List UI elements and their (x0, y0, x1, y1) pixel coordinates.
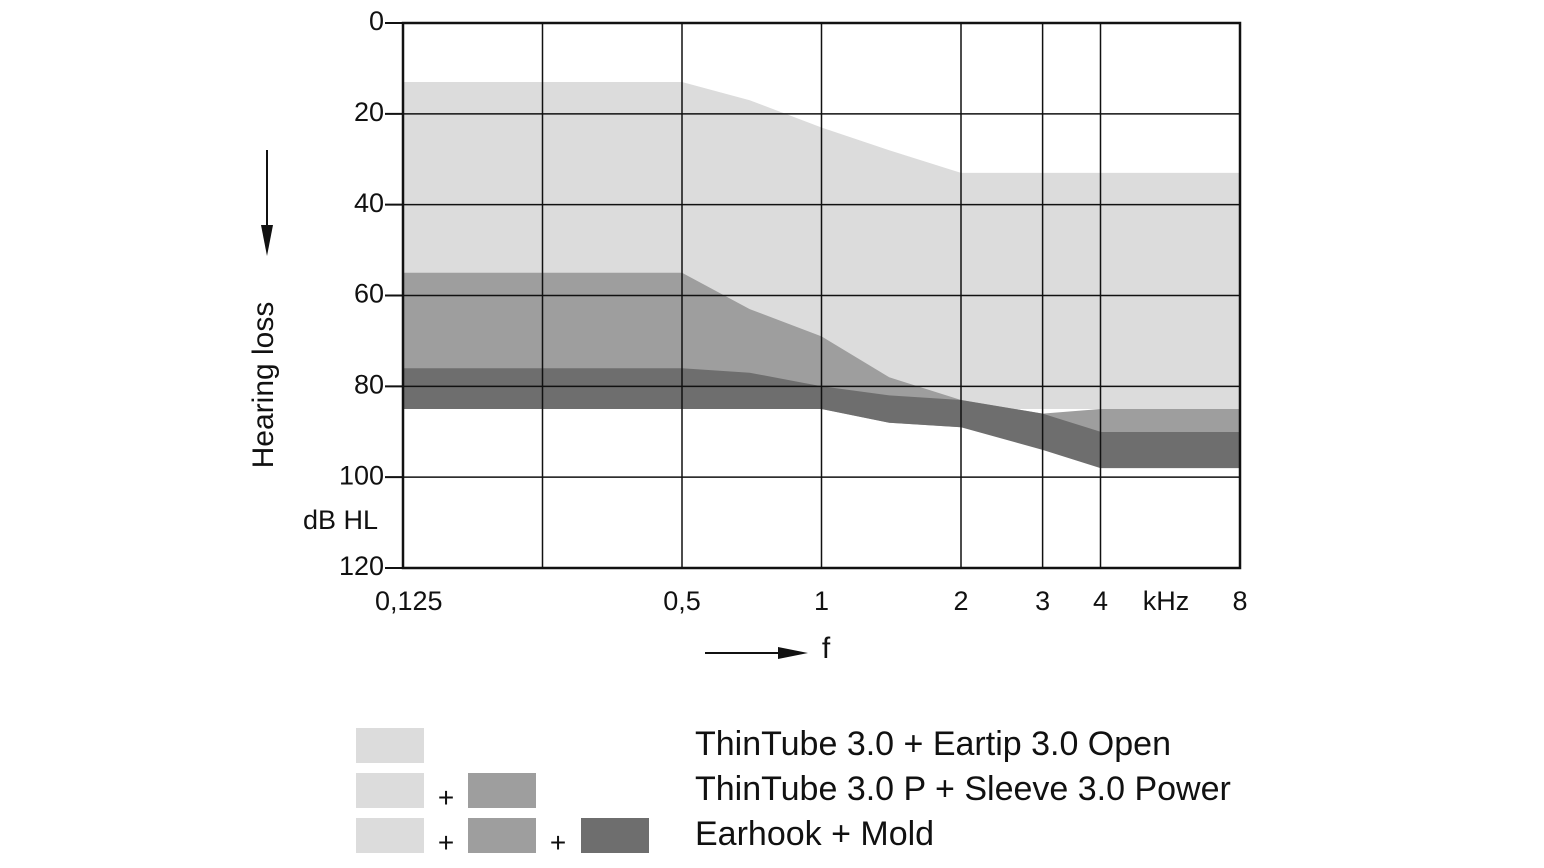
legend-joiner: + (438, 827, 454, 858)
legend-joiner: + (550, 827, 566, 858)
y-tick-label: 100 (339, 460, 384, 490)
legend: ThinTube 3.0 + Eartip 3.0 Open + ThinTube … (356, 725, 1231, 858)
y-tick-label: 80 (354, 369, 384, 399)
y-tick-label: 40 (354, 188, 384, 218)
y-unit: dB HL (303, 505, 378, 535)
x-tick-label: 3 (1035, 586, 1050, 616)
y-tick-label: 120 (339, 551, 384, 581)
legend-swatch (356, 818, 424, 853)
x-unit: kHz (1143, 586, 1190, 616)
legend-label: ThinTube 3.0 + Eartip 3.0 Open (695, 725, 1171, 763)
grid: 0 20 40 60 80 100 120 0,125 0,5 1 2 3 4 8 (339, 6, 1248, 616)
x-arrow-head (778, 647, 808, 659)
legend-swatch (581, 818, 649, 853)
x-tick-label: 4 (1093, 586, 1108, 616)
y-tick-label: 20 (354, 97, 384, 127)
x-tick-label: 1 (814, 586, 829, 616)
plot-frame (401, 21, 1242, 570)
x-tick-label: 0,125 (375, 586, 443, 616)
legend-swatch (356, 773, 424, 808)
legend-swatch (468, 818, 536, 853)
legend-label: ThinTube 3.0 P + Sleeve 3.0 Power (695, 770, 1231, 808)
range-area (403, 368, 1240, 469)
y-tick-label: 0 (369, 6, 384, 36)
legend-swatch (356, 728, 424, 763)
x-tick-label: 0,5 (663, 586, 701, 616)
x-axis-label: f (822, 632, 831, 665)
legend-label: Earhook + Mold (695, 815, 934, 853)
x-tick-label: 2 (953, 586, 968, 616)
y-arrow-head (261, 225, 273, 256)
legend-joiner: + (438, 782, 454, 813)
y-tick-label: 60 (354, 279, 384, 309)
x-tick-label: 8 (1232, 586, 1247, 616)
y-axis-label: Hearing loss (247, 302, 280, 469)
legend-swatch (468, 773, 536, 808)
